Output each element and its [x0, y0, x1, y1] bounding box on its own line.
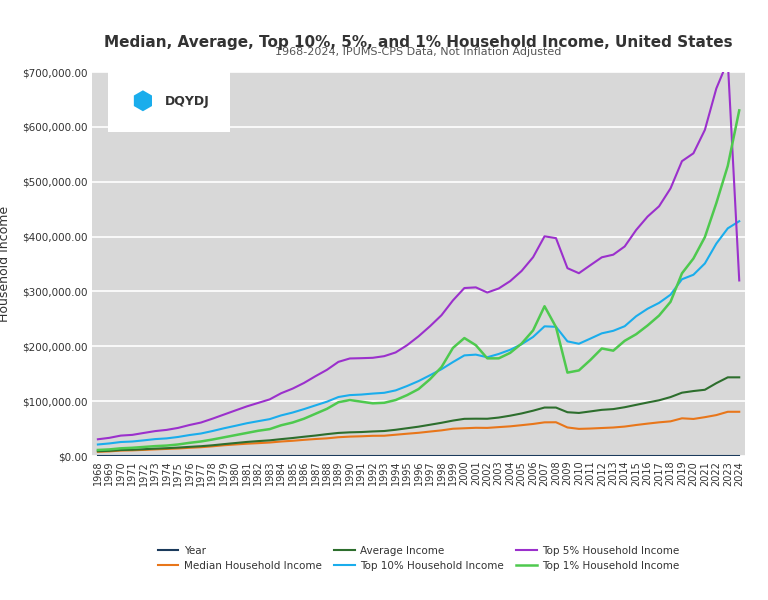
Average Income: [127, 446, 137, 454]
Year: [368, 452, 377, 460]
Year: [127, 452, 137, 460]
Median Household Income: [735, 408, 744, 415]
Legend: Year, Median Household Income, Average Income, Top 10% Household Income, Top 5% : Year, Median Household Income, Average I…: [157, 545, 680, 571]
Text: 1968-2024, IPUMS-CPS Data, Not Inflation Adjusted: 1968-2024, IPUMS-CPS Data, Not Inflation…: [276, 47, 561, 56]
Average Income: [265, 437, 274, 444]
Median Household Income: [540, 419, 549, 426]
Top 10% Household Income: [265, 416, 274, 423]
Line: Average Income: Average Income: [98, 377, 740, 451]
Top 5% Household Income: [735, 277, 744, 284]
Line: Top 5% Household Income: Top 5% Household Income: [98, 61, 740, 439]
Top 5% Household Income: [540, 233, 549, 240]
Top 10% Household Income: [368, 390, 377, 397]
Top 1% Household Income: [540, 302, 549, 310]
Title: Median, Average, Top 10%, 5%, and 1% Household Income, United States: Median, Average, Top 10%, 5%, and 1% Hou…: [104, 35, 733, 50]
Line: Top 1% Household Income: Top 1% Household Income: [98, 110, 740, 450]
Median Household Income: [116, 447, 125, 454]
Text: ⬢: ⬢: [131, 90, 153, 114]
Top 1% Household Income: [735, 107, 744, 114]
Top 10% Household Income: [735, 218, 744, 225]
Top 5% Household Income: [116, 432, 125, 439]
Top 1% Household Income: [368, 400, 377, 407]
Average Income: [368, 428, 377, 435]
Top 5% Household Income: [93, 436, 102, 443]
Y-axis label: Household Income: Household Income: [0, 206, 11, 322]
Text: DQYDJ: DQYDJ: [165, 95, 210, 109]
Top 5% Household Income: [528, 254, 538, 261]
Average Income: [93, 448, 102, 455]
Top 1% Household Income: [528, 327, 538, 334]
Median Household Income: [93, 448, 102, 455]
Top 10% Household Income: [540, 323, 549, 330]
Line: Top 10% Household Income: Top 10% Household Income: [98, 221, 740, 445]
Year: [735, 452, 744, 460]
Top 10% Household Income: [116, 439, 125, 446]
Median Household Income: [265, 439, 274, 446]
Top 10% Household Income: [127, 438, 137, 445]
Top 1% Household Income: [93, 446, 102, 454]
Top 1% Household Income: [127, 444, 137, 451]
Median Household Income: [723, 408, 733, 415]
Line: Median Household Income: Median Household Income: [98, 412, 740, 452]
Average Income: [116, 446, 125, 454]
Top 5% Household Income: [723, 58, 733, 65]
Top 1% Household Income: [265, 425, 274, 433]
Year: [540, 452, 549, 460]
Average Income: [723, 374, 733, 381]
Top 1% Household Income: [116, 445, 125, 452]
Average Income: [528, 407, 538, 414]
Year: [528, 452, 538, 460]
Year: [93, 452, 102, 460]
Year: [116, 452, 125, 460]
Top 5% Household Income: [127, 431, 137, 439]
Average Income: [735, 374, 744, 381]
Median Household Income: [127, 447, 137, 454]
Median Household Income: [368, 432, 377, 439]
Top 5% Household Income: [265, 396, 274, 403]
Top 10% Household Income: [93, 441, 102, 448]
Median Household Income: [528, 421, 538, 428]
Year: [265, 452, 274, 460]
Average Income: [540, 404, 549, 411]
Top 10% Household Income: [528, 334, 538, 341]
Top 5% Household Income: [368, 354, 377, 361]
